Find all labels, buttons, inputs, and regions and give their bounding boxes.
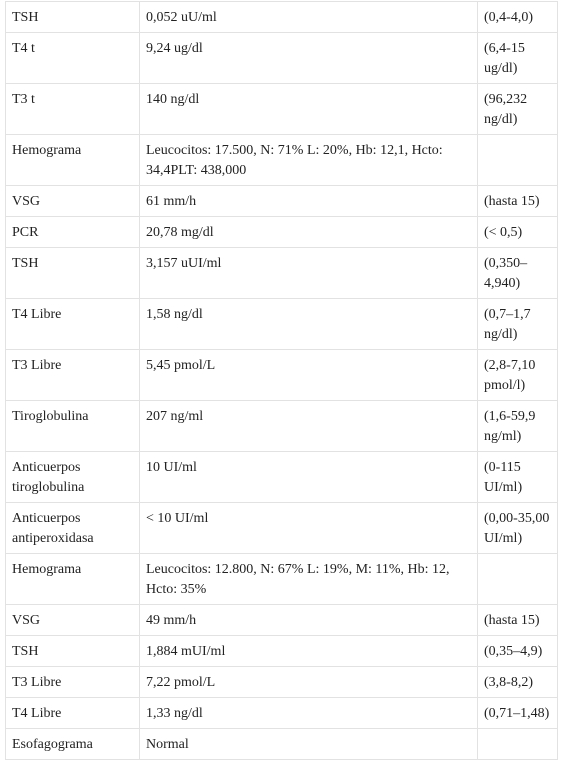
table-row: T3 t 140 ng/dl (96,232 ng/dl): [5, 83, 558, 135]
table-cell: (3,8-8,2): [477, 666, 558, 698]
table-cell: 140 ng/dl: [139, 83, 478, 135]
table-cell: 20,78 mg/dl: [139, 216, 478, 248]
table-cell: [477, 134, 558, 186]
table-cell: (1,6-59,9 ng/ml): [477, 400, 558, 452]
table-cell: T4 t: [5, 32, 140, 84]
table-cell: Leucocitos: 12.800, N: 67% L: 19%, M: 11…: [139, 553, 478, 605]
table-cell: (0,00-35,00 UI/ml): [477, 502, 558, 554]
table-row: VSG 49 mm/h (hasta 15): [5, 604, 558, 636]
table-cell: < 10 UI/ml: [139, 502, 478, 554]
table-cell: [477, 553, 558, 605]
table-cell: 3,157 uUI/ml: [139, 247, 478, 299]
table-cell: T4 Libre: [5, 298, 140, 350]
table-cell: Hemograma: [5, 553, 140, 605]
table-cell: T3 Libre: [5, 349, 140, 401]
table-cell: 10 UI/ml: [139, 451, 478, 503]
table-cell: 61 mm/h: [139, 185, 478, 217]
table-cell: Anticuerpos antiperoxidasa: [5, 502, 140, 554]
table-cell: (0,71–1,48): [477, 697, 558, 729]
table-cell: TSH: [5, 247, 140, 299]
table-cell: (hasta 15): [477, 185, 558, 217]
table-cell: 1,884 mUI/ml: [139, 635, 478, 667]
table-cell: TSH: [5, 1, 140, 33]
table-cell: (< 0,5): [477, 216, 558, 248]
table-cell: (0-115 UI/ml): [477, 451, 558, 503]
table-cell: T3 Libre: [5, 666, 140, 698]
table-row: VSG 61 mm/h (hasta 15): [5, 185, 558, 217]
table-cell: VSG: [5, 185, 140, 217]
table-row: T4 Libre 1,33 ng/dl (0,71–1,48): [5, 697, 558, 729]
table-body: TSH 0,052 uU/ml (0,4-4,0) T4 t 9,24 ug/dl (6,…: [5, 1, 558, 760]
table-cell: T4 Libre: [5, 697, 140, 729]
table-cell: Tiroglobulina: [5, 400, 140, 452]
table-cell: 9,24 ug/dl: [139, 32, 478, 84]
table-row: Esofagograma Normal: [5, 728, 558, 760]
table-row: Hemograma Leucocitos: 17.500, N: 71% L: 2…: [5, 134, 558, 186]
table-row: TSH 1,884 mUI/ml (0,35–4,9): [5, 635, 558, 667]
table-cell: 7,22 pmol/L: [139, 666, 478, 698]
table-row: TSH 3,157 uUI/ml (0,350–4,940): [5, 247, 558, 299]
table-cell: (2,8-7,10 pmol/l): [477, 349, 558, 401]
table-cell: (hasta 15): [477, 604, 558, 636]
table-cell: PCR: [5, 216, 140, 248]
table-row: Anticuerpos tiroglobulina 10 UI/ml (0-115 …: [5, 451, 558, 503]
table-row: T4 Libre 1,58 ng/dl (0,7–1,7 ng/dl): [5, 298, 558, 350]
table-cell: TSH: [5, 635, 140, 667]
lab-table: TSH 0,052 uU/ml (0,4-4,0) T4 t 9,24 ug/dl (6,…: [5, 1, 558, 760]
table-cell: [477, 728, 558, 760]
table-cell: VSG: [5, 604, 140, 636]
table-row: PCR 20,78 mg/dl (< 0,5): [5, 216, 558, 248]
table-row: Anticuerpos antiperoxidasa < 10 UI/ml (0,0…: [5, 502, 558, 554]
table-cell: (96,232 ng/dl): [477, 83, 558, 135]
table-cell: (0,4-4,0): [477, 1, 558, 33]
table-row: Tiroglobulina 207 ng/ml (1,6-59,9 ng/ml): [5, 400, 558, 452]
table-row: TSH 0,052 uU/ml (0,4-4,0): [5, 1, 558, 33]
table-cell: Esofagograma: [5, 728, 140, 760]
table-cell: (6,4-15 ug/dl): [477, 32, 558, 84]
table-cell: Anticuerpos tiroglobulina: [5, 451, 140, 503]
table-row: T3 Libre 5,45 pmol/L (2,8-7,10 pmol/l): [5, 349, 558, 401]
table-cell: 207 ng/ml: [139, 400, 478, 452]
table-row: Hemograma Leucocitos: 12.800, N: 67% L: 1…: [5, 553, 558, 605]
table-cell: 49 mm/h: [139, 604, 478, 636]
table-cell: 0,052 uU/ml: [139, 1, 478, 33]
table-cell: Leucocitos: 17.500, N: 71% L: 20%, Hb: 1…: [139, 134, 478, 186]
table-row: T4 t 9,24 ug/dl (6,4-15 ug/dl): [5, 32, 558, 84]
table-cell: (0,35–4,9): [477, 635, 558, 667]
table-cell: 1,58 ng/dl: [139, 298, 478, 350]
table-cell: T3 t: [5, 83, 140, 135]
table-cell: Normal: [139, 728, 478, 760]
table-cell: 1,33 ng/dl: [139, 697, 478, 729]
table-cell: (0,7–1,7 ng/dl): [477, 298, 558, 350]
table-row: T3 Libre 7,22 pmol/L (3,8-8,2): [5, 666, 558, 698]
table-cell: 5,45 pmol/L: [139, 349, 478, 401]
table-cell: Hemograma: [5, 134, 140, 186]
table-cell: (0,350–4,940): [477, 247, 558, 299]
